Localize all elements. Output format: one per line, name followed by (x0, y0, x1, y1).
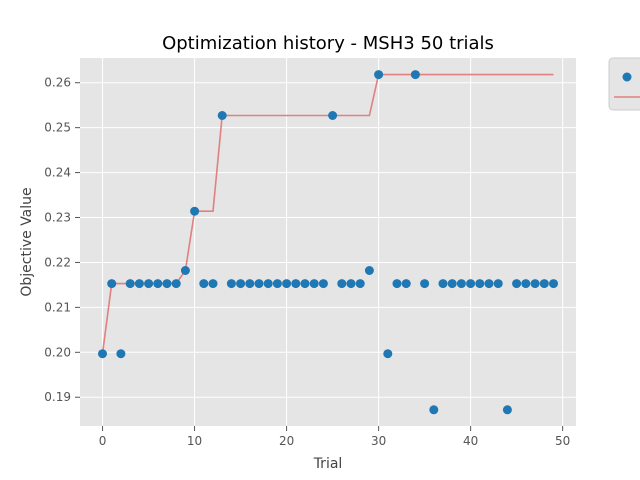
trial-point (401, 279, 411, 289)
trial-point (254, 279, 264, 289)
trial-point (134, 279, 144, 289)
trial-point (447, 279, 457, 289)
trial-point (199, 279, 209, 289)
trial-point (337, 279, 347, 289)
legend (608, 57, 640, 111)
y-tick-label: 0.22 (44, 255, 71, 269)
trial-point (116, 349, 126, 359)
trial-point (153, 279, 163, 289)
trial-point (374, 70, 384, 80)
trial-point (98, 349, 107, 359)
trial-point (466, 279, 476, 289)
y-tick-label: 0.21 (44, 300, 71, 314)
y-axis-ticks: 0.19 0.20 0.21 0.22 0.23 0.24 0.25 0.26 (44, 76, 80, 404)
trial-point (291, 279, 301, 289)
trial-point (456, 279, 466, 289)
trial-point (190, 206, 200, 216)
trial-point (263, 279, 273, 289)
trial-points (98, 70, 558, 415)
trial-point (364, 266, 374, 275)
y-tick-label: 0.26 (44, 76, 71, 90)
trial-point (410, 70, 420, 80)
x-tick-label: 40 (463, 434, 478, 448)
trial-point (171, 279, 181, 289)
trial-point (180, 266, 190, 275)
trial-point (107, 279, 117, 289)
y-tick-label: 0.23 (44, 211, 71, 225)
trial-point (144, 279, 154, 289)
trial-point (217, 111, 227, 120)
trial-point (429, 405, 439, 415)
trial-point (300, 279, 310, 289)
trial-point (208, 279, 218, 289)
legend-box (608, 57, 640, 111)
trial-point (493, 279, 503, 289)
trial-point (162, 279, 172, 289)
grid (80, 58, 576, 426)
x-tick-label: 50 (555, 434, 570, 448)
x-axis-ticks: 0 10 20 30 40 50 (99, 426, 570, 448)
y-tick-label: 0.24 (44, 166, 71, 180)
y-tick-label: 0.19 (44, 390, 71, 404)
trial-point (484, 279, 494, 289)
x-tick-label: 0 (99, 434, 107, 448)
trial-point (125, 279, 135, 289)
trial-point (549, 279, 558, 289)
x-tick-label: 10 (187, 434, 202, 448)
trial-point (438, 279, 448, 289)
trial-point (420, 279, 430, 289)
trial-point (318, 279, 328, 289)
trial-point (328, 111, 338, 120)
chart-title: Optimization history - MSH3 50 trials (162, 33, 494, 54)
trial-point (236, 279, 246, 289)
trial-point (226, 279, 236, 289)
trial-point (502, 405, 512, 415)
plot-area (80, 58, 576, 426)
y-tick-label: 0.20 (44, 345, 71, 359)
trial-point (539, 279, 549, 289)
x-tick-label: 30 (371, 434, 386, 448)
trial-point (282, 279, 292, 289)
legend-scatter-marker (622, 72, 632, 82)
trial-point (355, 279, 365, 289)
x-tick-label: 20 (279, 434, 294, 448)
trial-point (346, 279, 356, 289)
x-axis-label: Trial (313, 456, 343, 472)
trial-point (475, 279, 485, 289)
y-tick-label: 0.25 (44, 121, 71, 135)
trial-point (272, 279, 282, 289)
trial-point (530, 279, 540, 289)
trial-point (309, 279, 319, 289)
y-axis-label: Objective Value (19, 187, 35, 296)
trial-point (512, 279, 522, 289)
trial-point (245, 279, 255, 289)
trial-point (383, 349, 393, 359)
trial-point (521, 279, 531, 289)
trial-point (392, 279, 402, 289)
